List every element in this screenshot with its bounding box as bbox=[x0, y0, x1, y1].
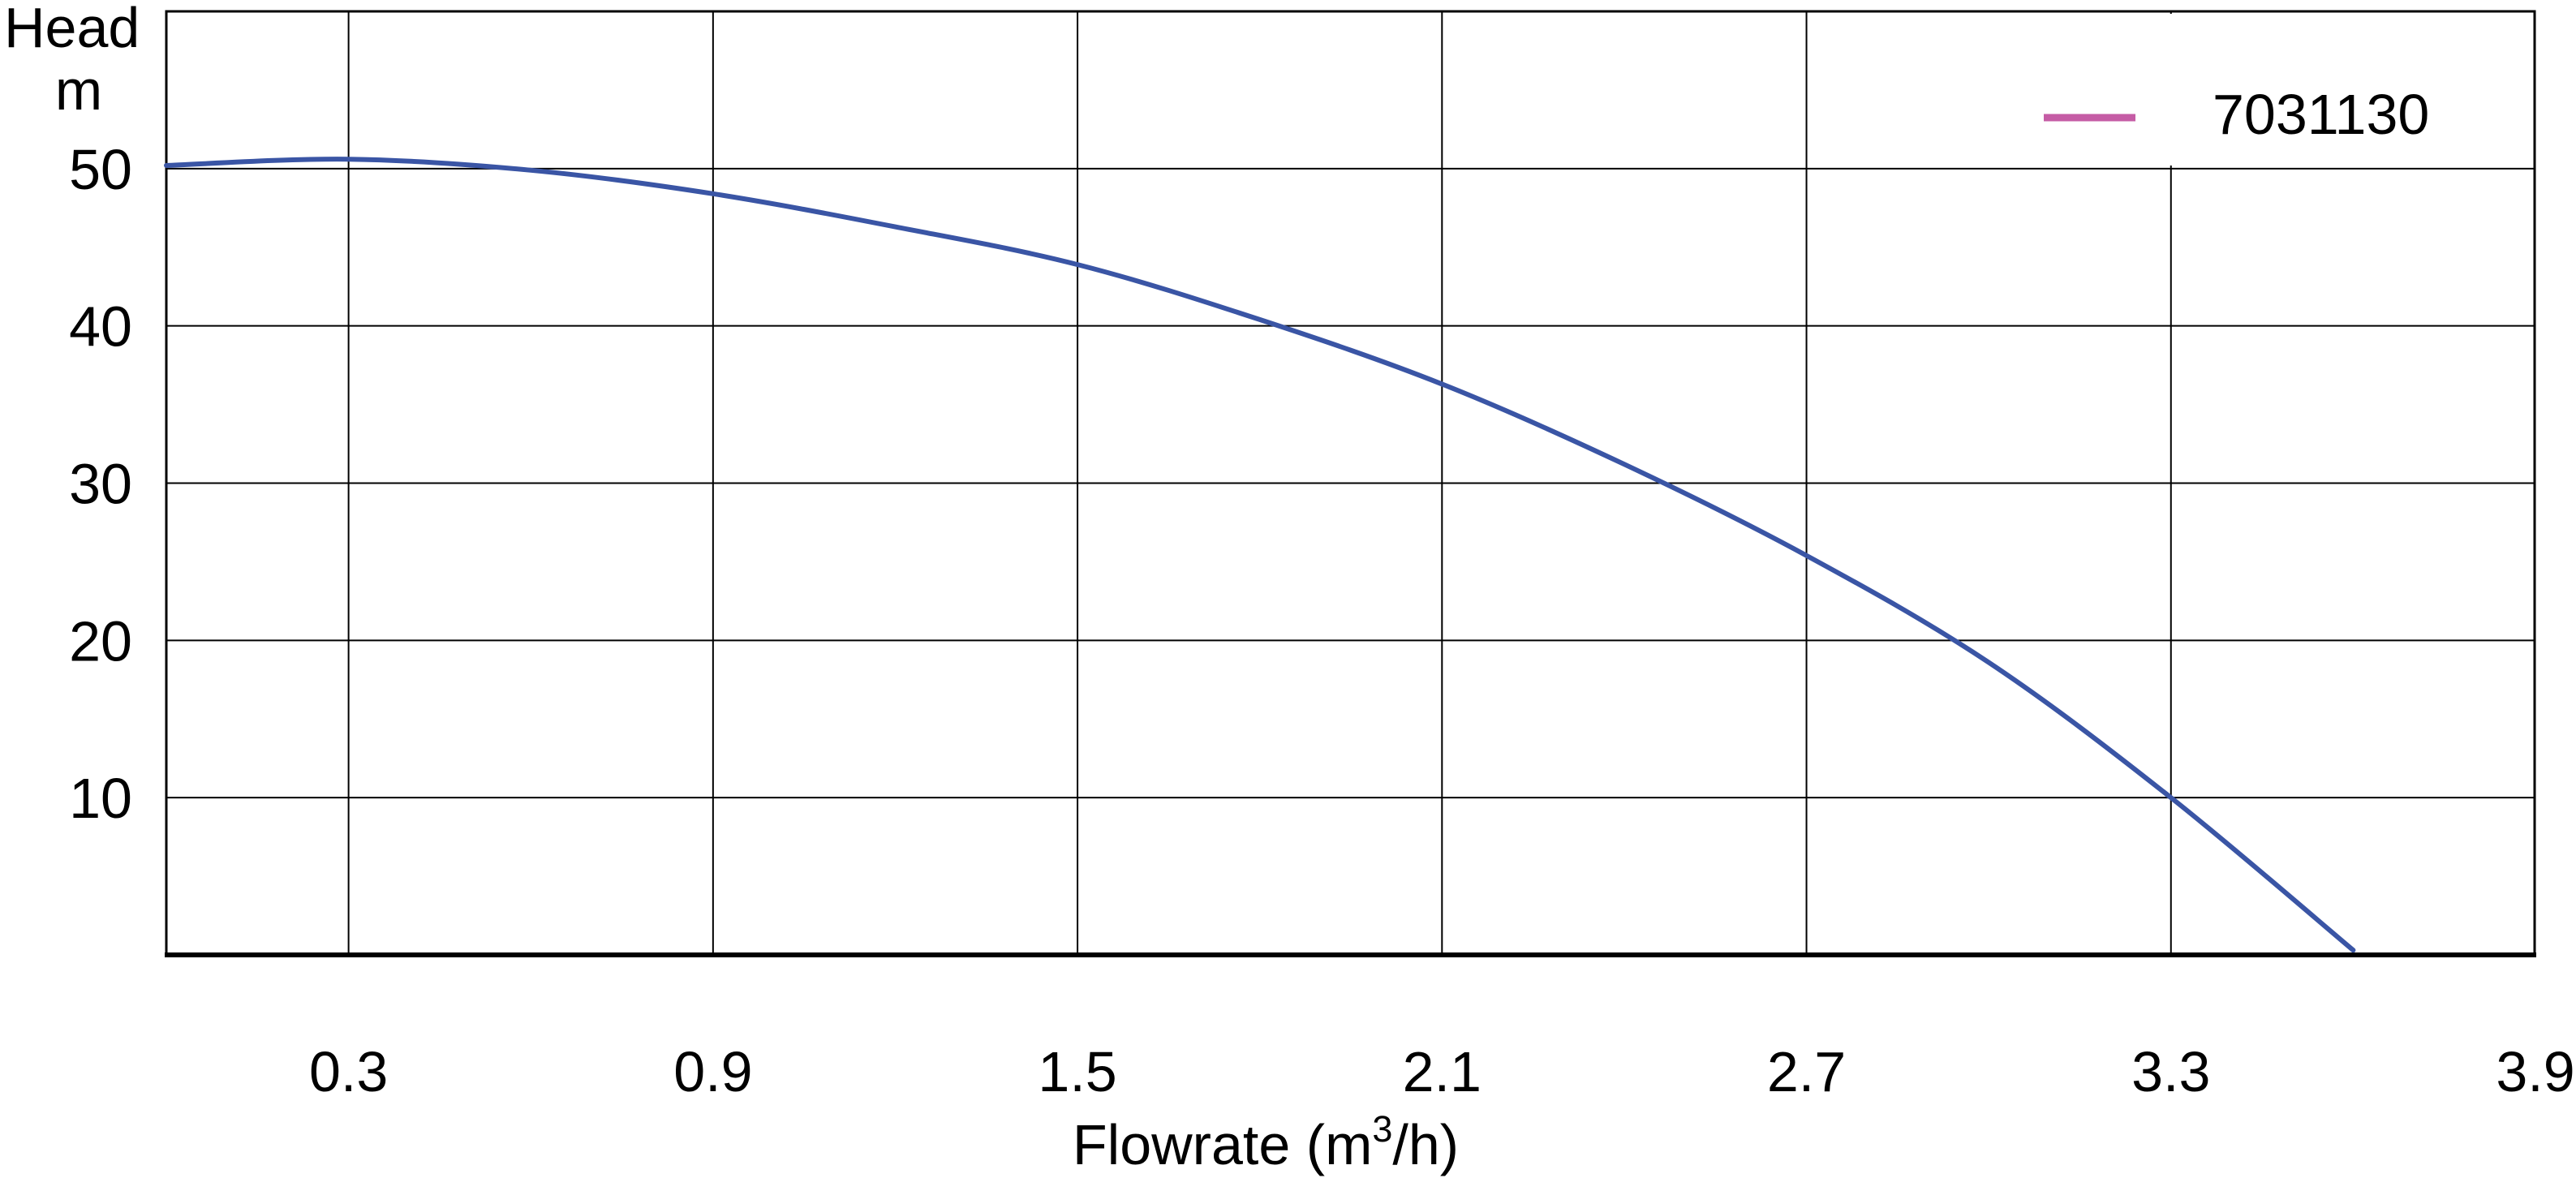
legend-background bbox=[1988, 14, 2530, 166]
legend: 7031130 bbox=[2044, 83, 2429, 146]
y-tick-label: 20 bbox=[69, 609, 132, 673]
y-tick-label: 40 bbox=[69, 295, 132, 359]
x-axis-title-superscript: 3 bbox=[1372, 1108, 1392, 1150]
grid-layer bbox=[166, 11, 2535, 955]
y-tick-label: 50 bbox=[69, 138, 132, 201]
y-axis-title-line2: m bbox=[55, 58, 102, 122]
x-tick-label: 0.3 bbox=[309, 1040, 388, 1103]
tick-labels-layer: 0.3 0.9 1.5 2.1 2.7 3.3 3.9 10 20 30 40 50 bbox=[69, 138, 2575, 1103]
legend-label: 7031130 bbox=[2213, 83, 2429, 146]
x-axis-title: Flowrate (m3/h) bbox=[1073, 1108, 1459, 1176]
y-tick-label: 30 bbox=[69, 453, 132, 516]
x-axis-title-prefix: Flowrate (m bbox=[1073, 1113, 1372, 1176]
y-axis-title-line1: Head bbox=[4, 0, 140, 59]
pump-curve-line bbox=[164, 157, 2356, 953]
x-tick-label: 2.1 bbox=[1403, 1040, 1482, 1103]
x-axis-title-suffix: /h) bbox=[1392, 1113, 1459, 1176]
x-tick-label: 1.5 bbox=[1038, 1040, 1116, 1103]
x-tick-label: 3.9 bbox=[2496, 1040, 2574, 1103]
x-tick-label: 3.3 bbox=[2131, 1040, 2210, 1103]
y-tick-label: 10 bbox=[69, 767, 132, 830]
x-tick-label: 2.7 bbox=[1767, 1040, 1846, 1103]
x-tick-label: 0.9 bbox=[673, 1040, 752, 1103]
